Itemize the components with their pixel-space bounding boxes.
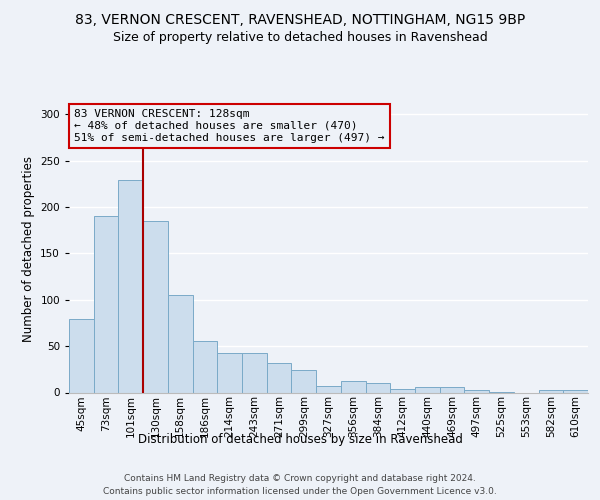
Bar <box>242 352 267 393</box>
Text: Size of property relative to detached houses in Ravenshead: Size of property relative to detached ho… <box>113 31 487 44</box>
Bar <box>94 216 118 392</box>
Y-axis label: Number of detached properties: Number of detached properties <box>22 156 35 342</box>
Bar <box>217 352 242 393</box>
Bar <box>440 387 464 392</box>
Bar <box>118 180 143 392</box>
Bar <box>464 390 489 392</box>
Bar <box>563 390 588 392</box>
Bar <box>292 370 316 392</box>
Bar <box>168 295 193 392</box>
Text: Distribution of detached houses by size in Ravenshead: Distribution of detached houses by size … <box>137 432 463 446</box>
Bar <box>316 386 341 392</box>
Bar <box>143 221 168 392</box>
Bar <box>69 319 94 392</box>
Bar <box>341 382 365 392</box>
Bar <box>390 389 415 392</box>
Bar <box>539 390 563 392</box>
Bar <box>365 383 390 392</box>
Text: Contains HM Land Registry data © Crown copyright and database right 2024.: Contains HM Land Registry data © Crown c… <box>124 474 476 483</box>
Bar <box>267 363 292 392</box>
Text: 83 VERNON CRESCENT: 128sqm
← 48% of detached houses are smaller (470)
51% of sem: 83 VERNON CRESCENT: 128sqm ← 48% of deta… <box>74 110 385 142</box>
Bar <box>193 340 217 392</box>
Text: 83, VERNON CRESCENT, RAVENSHEAD, NOTTINGHAM, NG15 9BP: 83, VERNON CRESCENT, RAVENSHEAD, NOTTING… <box>75 12 525 26</box>
Text: Contains public sector information licensed under the Open Government Licence v3: Contains public sector information licen… <box>103 488 497 496</box>
Bar <box>415 387 440 392</box>
